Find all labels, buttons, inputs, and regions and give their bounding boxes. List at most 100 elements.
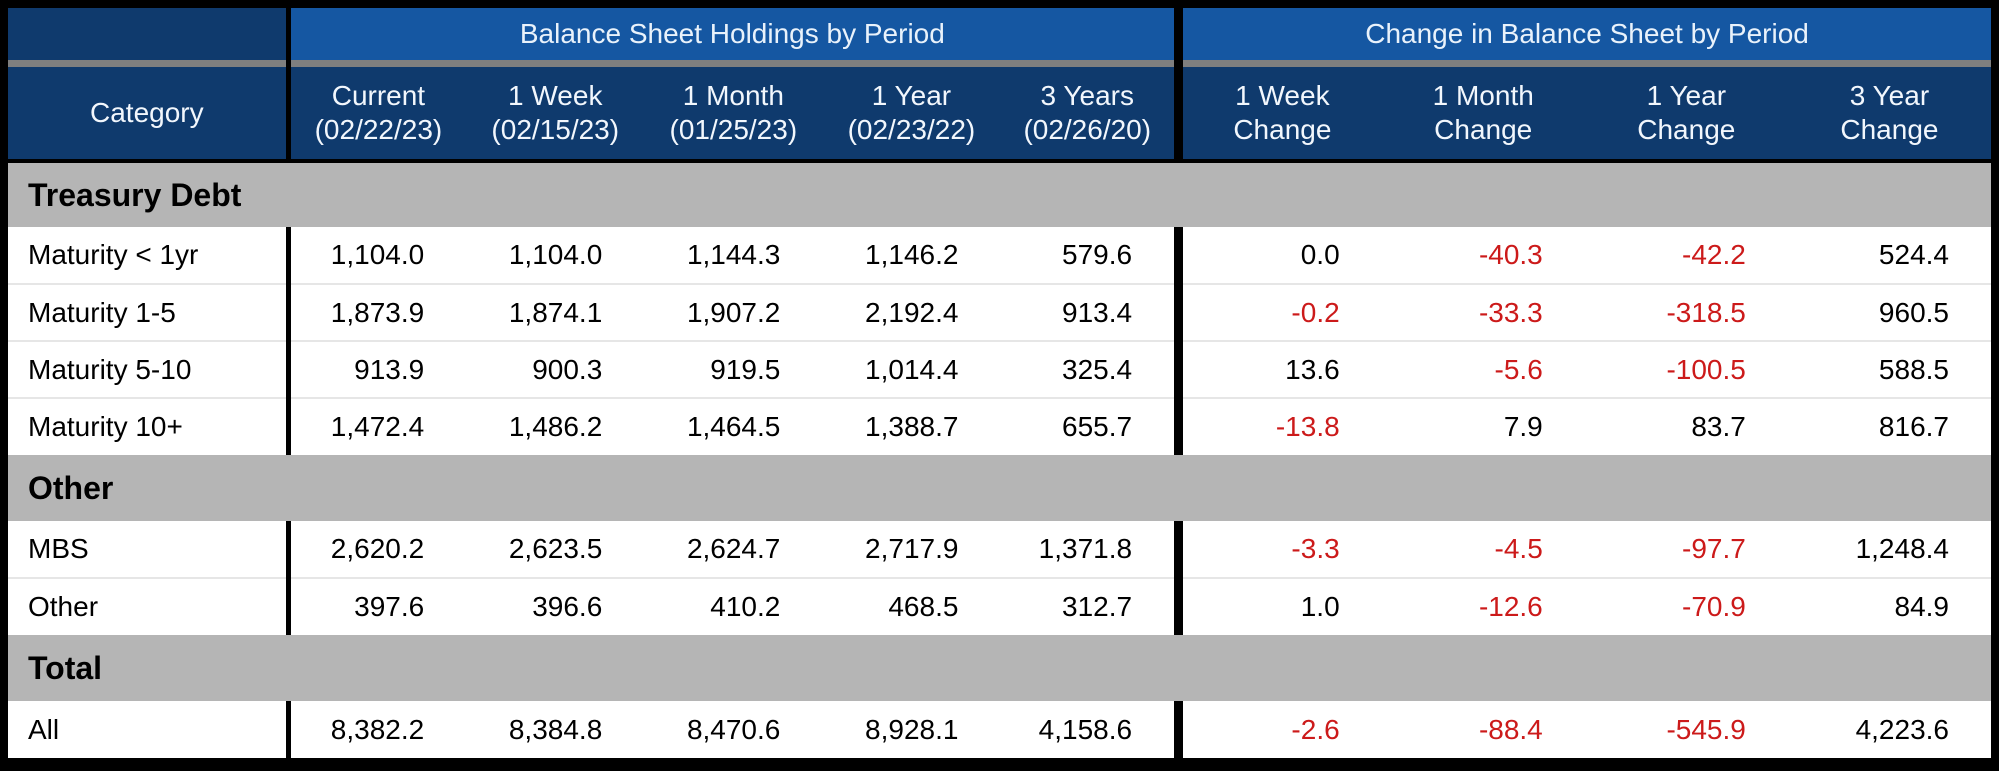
row-category: Maturity < 1yr — [8, 227, 291, 284]
change-value: -318.5 — [1584, 283, 1788, 341]
row-category: Maturity 10+ — [8, 397, 291, 455]
table-row: MBS 2,620.2 2,623.5 2,624.7 2,717.9 1,371.8 -3… — [8, 521, 1991, 578]
change-value: 1,248.4 — [1787, 521, 1991, 578]
holdings-value: 1,371.8 — [1000, 521, 1184, 578]
holdings-value: 397.6 — [288, 577, 467, 635]
row-category: All — [8, 701, 291, 758]
change-value: -40.3 — [1381, 227, 1585, 284]
holdings-value: 579.6 — [1000, 227, 1184, 284]
holdings-value: 8,470.6 — [644, 701, 823, 758]
column-header-row: Category Current (02/22/23) 1 Week (02/1… — [8, 67, 1991, 163]
gray-divider-row — [8, 60, 1991, 67]
holdings-value: 1,104.0 — [466, 227, 645, 284]
change-value: -0.2 — [1178, 283, 1382, 341]
holdings-value: 396.6 — [466, 577, 645, 635]
col-header-1year: 1 Year (02/23/22) — [822, 67, 1001, 163]
col-header-1week-change: 1 Week Change — [1178, 67, 1382, 163]
change-value: -5.6 — [1381, 340, 1585, 398]
col-header-3year-change: 3 Year Change — [1787, 67, 1991, 163]
change-value: 83.7 — [1584, 397, 1788, 455]
holdings-value: 4,158.6 — [1000, 701, 1184, 758]
change-value: -4.5 — [1381, 521, 1585, 578]
section-title: Other — [8, 455, 1991, 521]
col-header-3years: 3 Years (02/26/20) — [1000, 67, 1184, 163]
section-header-row: Treasury Debt — [8, 161, 1991, 227]
holdings-value: 2,623.5 — [466, 521, 645, 578]
table-row: Maturity < 1yr 1,104.0 1,104.0 1,144.3 1,146… — [8, 227, 1991, 284]
section-title: Total — [8, 635, 1991, 701]
section-header-row: Other — [8, 455, 1991, 521]
holdings-value: 1,144.3 — [644, 227, 823, 284]
change-value: 13.6 — [1178, 340, 1382, 398]
holdings-value: 1,486.2 — [466, 397, 645, 455]
table-row: Other 397.6 396.6 410.2 468.5 312.7 1.0 -12.6 -7… — [8, 577, 1991, 635]
holdings-value: 8,928.1 — [822, 701, 1001, 758]
section-title: Treasury Debt — [8, 161, 1991, 227]
holdings-value: 410.2 — [644, 577, 823, 635]
holdings-value: 1,104.0 — [288, 227, 467, 284]
holdings-value: 913.9 — [288, 340, 467, 398]
change-value: -88.4 — [1381, 701, 1585, 758]
balance-sheet-table: Balance Sheet Holdings by Period Change … — [8, 8, 1991, 758]
change-value: 524.4 — [1787, 227, 1991, 284]
change-value: -545.9 — [1584, 701, 1788, 758]
table-row: Maturity 10+ 1,472.4 1,486.2 1,464.5 1,388.7… — [8, 397, 1991, 455]
holdings-value: 655.7 — [1000, 397, 1184, 455]
holdings-value: 1,873.9 — [288, 283, 467, 341]
change-value: -42.2 — [1584, 227, 1788, 284]
holdings-value: 919.5 — [644, 340, 823, 398]
holdings-value: 1,388.7 — [822, 397, 1001, 455]
change-value: -33.3 — [1381, 283, 1585, 341]
row-category: Other — [8, 577, 291, 635]
table-row: All 8,382.2 8,384.8 8,470.6 8,928.1 4,158.6 -2… — [8, 701, 1991, 758]
col-header-1year-change: 1 Year Change — [1584, 67, 1788, 163]
col-header-current: Current (02/22/23) — [288, 67, 467, 163]
change-value: 4,223.6 — [1787, 701, 1991, 758]
group-header-holdings: Balance Sheet Holdings by Period — [288, 8, 1184, 60]
holdings-value: 1,146.2 — [822, 227, 1001, 284]
holdings-value: 1,014.4 — [822, 340, 1001, 398]
col-header-1month-change: 1 Month Change — [1381, 67, 1585, 163]
holdings-value: 2,192.4 — [822, 283, 1001, 341]
holdings-value: 1,472.4 — [288, 397, 467, 455]
change-value: -3.3 — [1178, 521, 1382, 578]
holdings-value: 913.4 — [1000, 283, 1184, 341]
section-header-row: Total — [8, 635, 1991, 701]
group-header-changes: Change in Balance Sheet by Period — [1178, 8, 1991, 60]
corner-cell — [8, 8, 291, 60]
change-value: 816.7 — [1787, 397, 1991, 455]
holdings-value: 8,384.8 — [466, 701, 645, 758]
holdings-value: 2,620.2 — [288, 521, 467, 578]
change-value: 84.9 — [1787, 577, 1991, 635]
change-value: 588.5 — [1787, 340, 1991, 398]
change-value: -100.5 — [1584, 340, 1788, 398]
change-value: 7.9 — [1381, 397, 1585, 455]
category-column-header: Category — [8, 67, 291, 163]
holdings-value: 1,874.1 — [466, 283, 645, 341]
change-value: 0.0 — [1178, 227, 1382, 284]
col-header-1week: 1 Week (02/15/23) — [466, 67, 645, 163]
group-header-row: Balance Sheet Holdings by Period Change … — [8, 8, 1991, 60]
holdings-value: 2,717.9 — [822, 521, 1001, 578]
holdings-value: 2,624.7 — [644, 521, 823, 578]
col-header-1month: 1 Month (01/25/23) — [644, 67, 823, 163]
change-value: 1.0 — [1178, 577, 1382, 635]
holdings-value: 1,464.5 — [644, 397, 823, 455]
table-row: Maturity 1-5 1,873.9 1,874.1 1,907.2 2,192.4… — [8, 283, 1991, 341]
change-value: -97.7 — [1584, 521, 1788, 578]
row-category: MBS — [8, 521, 291, 578]
holdings-value: 8,382.2 — [288, 701, 467, 758]
holdings-value: 468.5 — [822, 577, 1001, 635]
holdings-value: 1,907.2 — [644, 283, 823, 341]
holdings-value: 325.4 — [1000, 340, 1184, 398]
table-body: Balance Sheet Holdings by Period Change … — [8, 8, 1991, 758]
row-category: Maturity 1-5 — [8, 283, 291, 341]
change-value: -2.6 — [1178, 701, 1382, 758]
change-value: -70.9 — [1584, 577, 1788, 635]
holdings-value: 900.3 — [466, 340, 645, 398]
change-value: -12.6 — [1381, 577, 1585, 635]
table-row: Maturity 5-10 913.9 900.3 919.5 1,014.4 325.4… — [8, 340, 1991, 398]
change-value: -13.8 — [1178, 397, 1382, 455]
row-category: Maturity 5-10 — [8, 340, 291, 398]
